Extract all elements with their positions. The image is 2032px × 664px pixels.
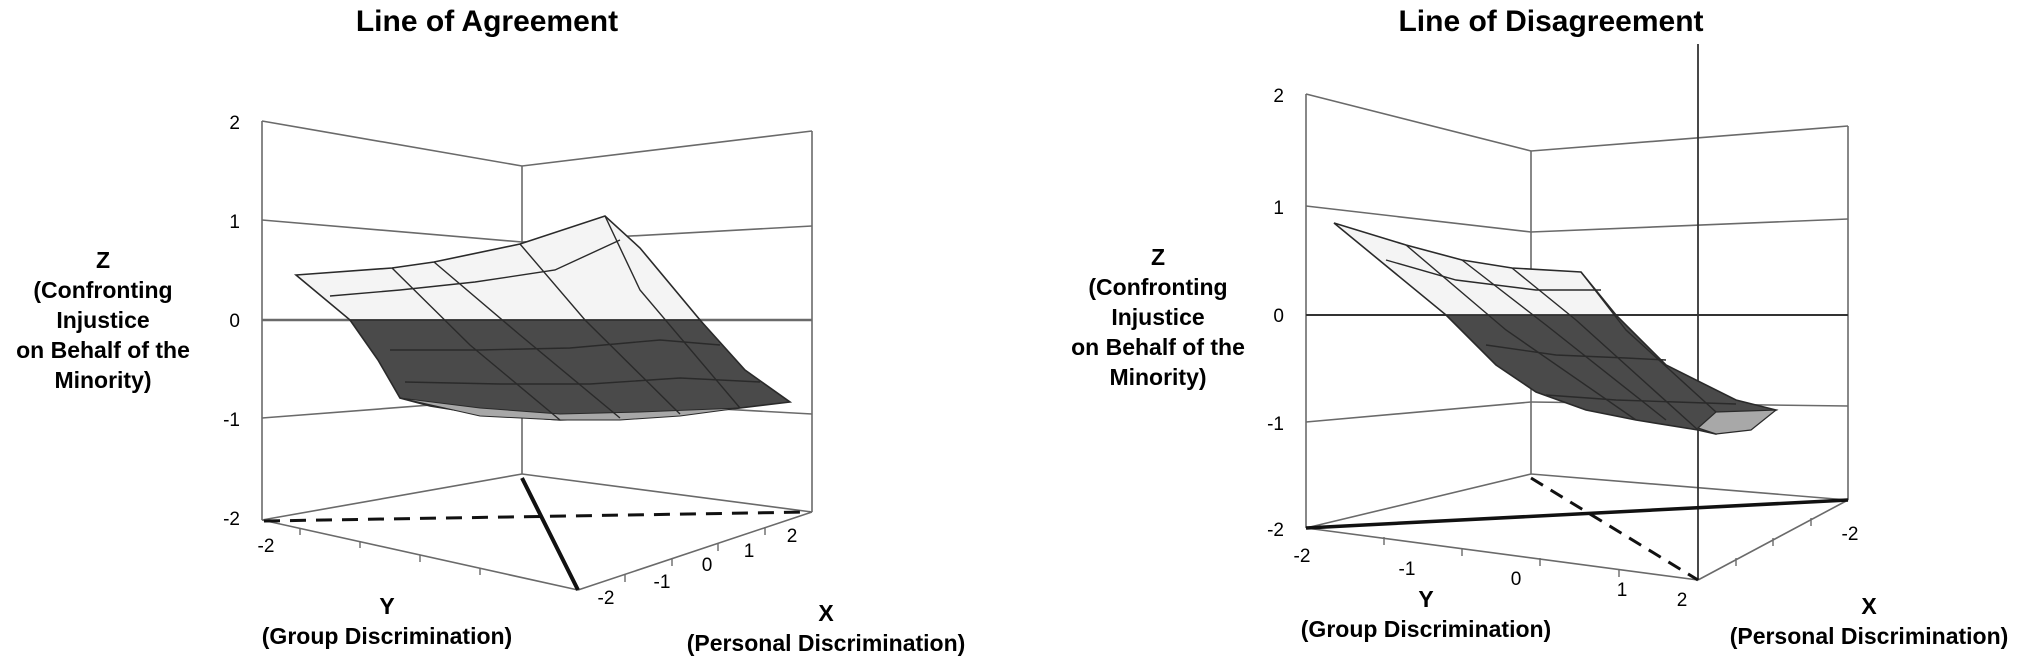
y-axis-label-line: (Group Discrimination) xyxy=(1301,616,1551,642)
mesh-line xyxy=(519,243,681,415)
mesh-line xyxy=(604,215,741,409)
disagreement-line xyxy=(263,510,811,523)
z-axis-label-line: on Behalf of the xyxy=(16,337,190,363)
x-axis-label: X (Personal Discrimination) xyxy=(1730,593,2009,649)
y-axis-label-line: Y xyxy=(379,593,394,619)
back-wall-grid xyxy=(1305,93,1849,581)
z-tick-label: -2 xyxy=(223,509,240,530)
x-tick-label: 1 xyxy=(744,541,755,562)
z-axis-label-line: Minority) xyxy=(1109,364,1206,390)
mesh-line xyxy=(433,261,621,419)
z-axis-label-line: Injustice xyxy=(56,307,149,333)
z-tick-label: 0 xyxy=(1273,306,1284,327)
y-axis-label: Y (Group Discrimination) xyxy=(1301,586,1551,642)
floor-edge xyxy=(1530,473,1849,501)
x-tick-label: 0 xyxy=(702,555,713,576)
grid-line xyxy=(1305,205,1532,233)
z-tick-label: 2 xyxy=(1273,86,1284,107)
x-axis-label-line: (Personal Discrimination) xyxy=(687,630,966,656)
floor-edge xyxy=(261,473,523,521)
z-tick-label: -2 xyxy=(1267,520,1284,541)
z-axis-label-line: Injustice xyxy=(1111,304,1204,330)
surface-agreement xyxy=(293,215,793,421)
surface-underside xyxy=(399,397,741,421)
grid-line xyxy=(521,130,813,167)
mesh-line xyxy=(1385,259,1601,291)
x-tick-label: -2 xyxy=(598,588,615,609)
z-axis-label: Z (Confronting Injustice on Behalf of th… xyxy=(1071,244,1245,390)
mesh-line xyxy=(329,239,621,297)
grid-line xyxy=(261,219,523,243)
surface-disagreement xyxy=(1333,222,1779,435)
grid-line xyxy=(1530,218,1849,233)
mesh-line xyxy=(391,267,561,421)
mesh-line xyxy=(390,339,721,351)
y-tick-label: 2 xyxy=(1677,590,1688,611)
floor-edge xyxy=(1305,473,1532,529)
x-tick-label: -1 xyxy=(654,572,671,593)
grid-line xyxy=(1305,401,1532,423)
z-axis-label-line: Z xyxy=(96,247,110,273)
surface-above-zero xyxy=(293,215,702,321)
mesh-line xyxy=(404,377,761,385)
mesh-line xyxy=(1580,271,1717,413)
surface-underside xyxy=(1696,409,1778,435)
chart-line-of-disagreement: Line of Disagreement 2 1 0 -1 -2 -2 -1 0… xyxy=(1016,0,2032,664)
x-tick-label: 2 xyxy=(787,526,798,547)
chart-title: Line of Disagreement xyxy=(1398,5,1703,38)
mesh-line xyxy=(1405,244,1637,421)
x-tick-label: -2 xyxy=(1842,524,1859,545)
y-axis-label-line: (Group Discrimination) xyxy=(262,623,512,649)
chart-title: Line of Agreement xyxy=(356,5,618,38)
mesh-line xyxy=(1485,344,1667,361)
floor-edge xyxy=(521,473,813,513)
x-axis-label-line: X xyxy=(818,600,834,626)
surface-below-zero xyxy=(348,319,793,421)
surface-mesh xyxy=(329,215,761,421)
z-tick-label: 1 xyxy=(229,212,240,233)
floor-ticks xyxy=(299,527,766,582)
y-tick-label: -1 xyxy=(1399,559,1416,580)
floor-edge xyxy=(577,511,813,591)
y-tick-label: 0 xyxy=(1511,569,1522,590)
mesh-line xyxy=(1545,394,1737,405)
chart-svg-disagreement: Line of Disagreement 2 1 0 -1 -2 -2 -1 0… xyxy=(1071,5,2009,649)
z-axis-label-line: Minority) xyxy=(54,367,151,393)
chart-svg-agreement: Line of Agreement 2 1 0 -1 -2 -2 -2 -1 0… xyxy=(16,5,966,656)
y-axis-label: Y (Group Discrimination) xyxy=(262,593,512,649)
floor-edge xyxy=(1305,527,1699,581)
chart-line-of-agreement: Line of Agreement 2 1 0 -1 -2 -2 -2 -1 0… xyxy=(16,5,966,656)
z-axis-label-line: on Behalf of the xyxy=(1071,334,1245,360)
agreement-line xyxy=(520,477,580,591)
z-axis-label-line: Z xyxy=(1151,244,1165,270)
z-axis-label-line: (Confronting xyxy=(1088,274,1227,300)
z-tick-label: -1 xyxy=(223,410,240,431)
floor-ticks xyxy=(1383,518,1812,577)
y-tick-label: -2 xyxy=(1294,546,1311,567)
y-axis-label-line: Y xyxy=(1418,586,1433,612)
y-tick-label: 1 xyxy=(1617,580,1628,601)
y-tick-label: -2 xyxy=(258,536,275,557)
z-tick-label: 2 xyxy=(229,113,240,134)
disagreement-line xyxy=(1305,498,1849,530)
mesh-line xyxy=(1511,267,1699,431)
grid-line xyxy=(1530,125,1849,152)
surface-above-zero xyxy=(1333,222,1618,316)
x-axis-label-line: (Personal Discrimination) xyxy=(1730,623,2009,649)
mesh-line xyxy=(1461,259,1667,421)
x-axis-label-line: X xyxy=(1861,593,1877,619)
z-tick-label: 0 xyxy=(229,311,240,332)
z-tick-label: -1 xyxy=(1267,414,1284,435)
grid-line xyxy=(261,120,523,167)
z-axis-label-line: (Confronting xyxy=(33,277,172,303)
x-axis-label: X (Personal Discrimination) xyxy=(687,600,966,656)
z-tick-label: 1 xyxy=(1273,198,1284,219)
grid-line xyxy=(1305,93,1532,152)
z-axis-label: Z (Confronting Injustice on Behalf of th… xyxy=(16,247,190,393)
surface-mesh xyxy=(1385,244,1737,431)
agreement-line xyxy=(1530,476,1699,582)
